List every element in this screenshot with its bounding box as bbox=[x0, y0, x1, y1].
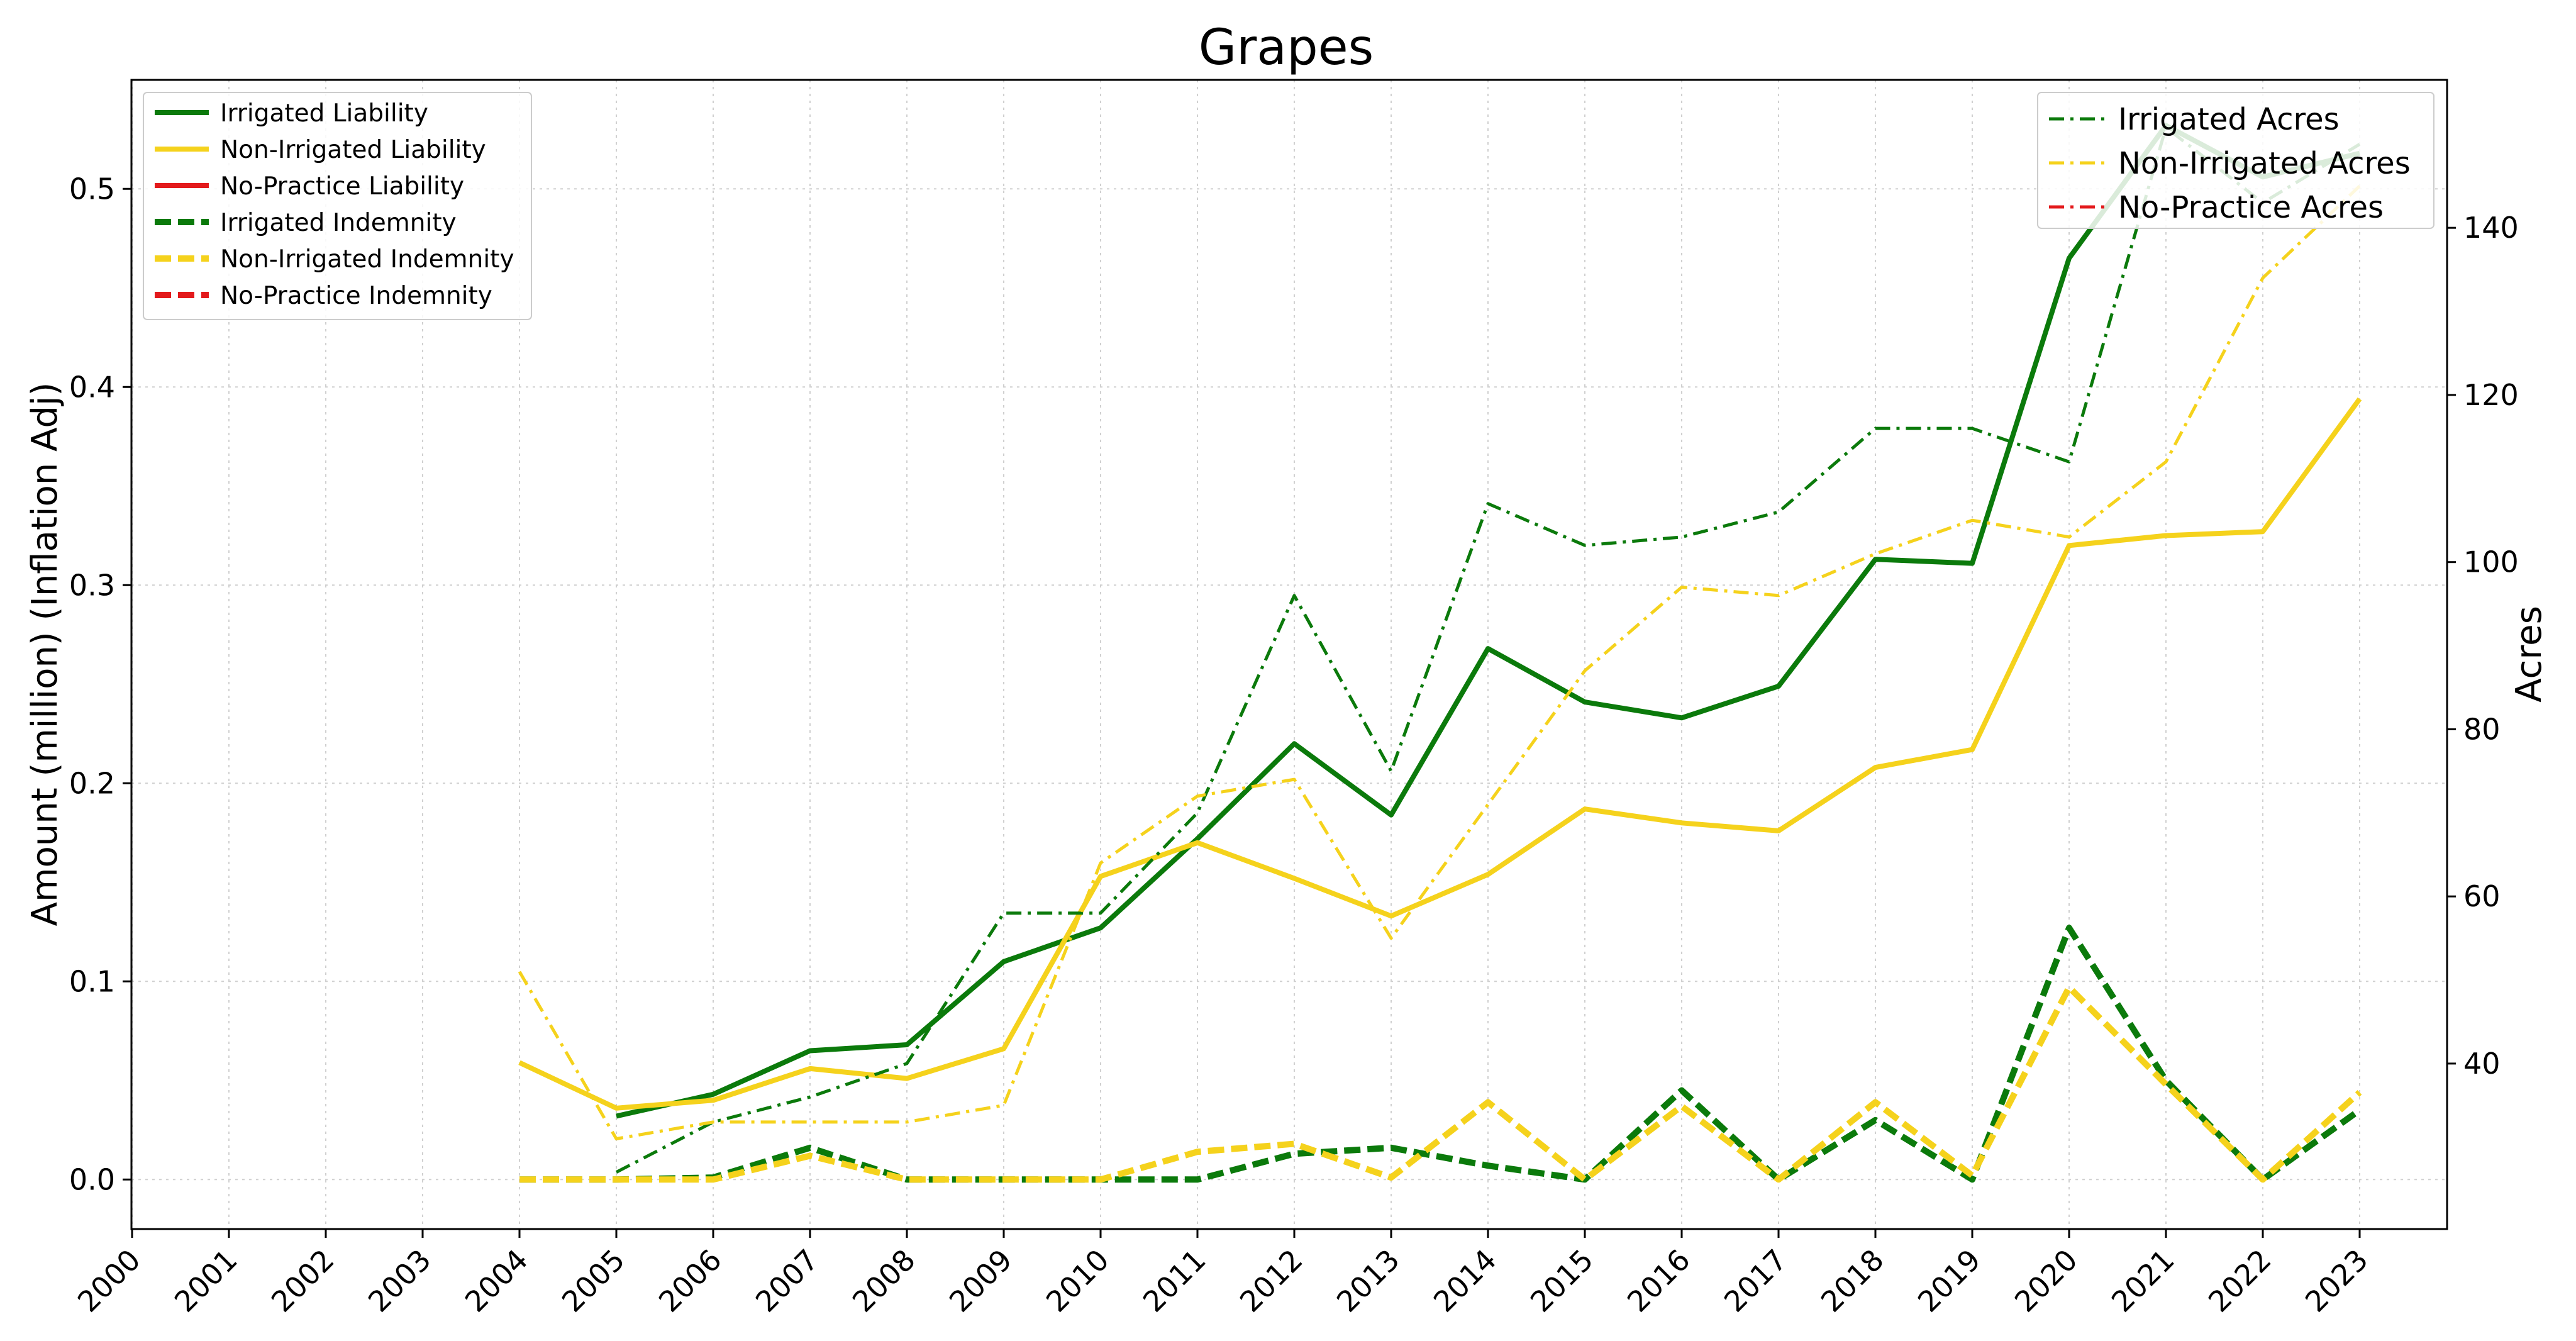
series-line-non-irrigated-acres bbox=[518, 184, 2361, 1140]
x-tick-label: 2014 bbox=[1427, 1243, 1503, 1319]
legend-label: Non-Irrigated Acres bbox=[2118, 146, 2411, 181]
x-tick-label: 2019 bbox=[1911, 1243, 1987, 1319]
x-tick-label: 2015 bbox=[1524, 1243, 1600, 1319]
y2-tick-label: 100 bbox=[2463, 545, 2519, 579]
y2-tick-label: 60 bbox=[2463, 879, 2501, 913]
legend-label: Non-Irrigated Liability bbox=[220, 136, 486, 164]
y-tick-label: 0.2 bbox=[69, 766, 115, 800]
x-tick-label: 2016 bbox=[1621, 1243, 1697, 1319]
y2-axis-label: Acres bbox=[2509, 606, 2550, 703]
y2-tick-label: 80 bbox=[2463, 712, 2501, 746]
x-tick-label: 2021 bbox=[2105, 1243, 2181, 1319]
x-tick-label: 2005 bbox=[555, 1243, 631, 1319]
x-tick-label: 2017 bbox=[1718, 1243, 1794, 1319]
series-line-non-irrigated-liability bbox=[518, 397, 2362, 1111]
legend-right: Irrigated Acres Non-Irrigated Acres No-Pra… bbox=[2037, 92, 2434, 229]
legend-label: No-Practice Liability bbox=[220, 172, 464, 201]
y2-tick-label: 120 bbox=[2463, 378, 2519, 412]
legend-left: Irrigated Liability Non-Irrigated Liabili… bbox=[143, 92, 532, 320]
series-layer bbox=[518, 123, 2362, 1183]
y-axis-right: 40 60 80 100 120 140 bbox=[2447, 211, 2519, 1081]
x-tick-label: 2010 bbox=[1040, 1243, 1116, 1319]
legend-label: No-Practice Indemnity bbox=[220, 282, 492, 310]
series-line-non-irrigated-indemnity bbox=[519, 984, 2362, 1183]
y-tick-label: 0.4 bbox=[69, 370, 115, 404]
x-tick-label: 2000 bbox=[71, 1243, 147, 1319]
x-tick-label: 2020 bbox=[2008, 1243, 2084, 1319]
x-tick-label: 2006 bbox=[652, 1243, 728, 1319]
y-axis-label: Amount (million) (Inflation Adj) bbox=[25, 382, 65, 926]
x-tick-label: 2002 bbox=[265, 1243, 341, 1319]
x-tick-label: 2011 bbox=[1136, 1243, 1213, 1319]
y-axis-left: 0.0 0.1 0.2 0.3 0.4 0.5 bbox=[69, 172, 131, 1196]
y-tick-label: 0.1 bbox=[69, 964, 115, 998]
x-tick-label: 2007 bbox=[749, 1243, 825, 1319]
x-axis: 2000 2001 2002 2003 2004 2005 2006 2007 2008 2009… bbox=[71, 1229, 2375, 1319]
x-tick-label: 2004 bbox=[458, 1243, 535, 1319]
y-tick-label: 0.3 bbox=[69, 568, 115, 602]
x-tick-label: 2018 bbox=[1814, 1243, 1890, 1319]
plot-frame bbox=[130, 79, 2448, 1230]
x-tick-label: 2003 bbox=[362, 1243, 438, 1319]
x-tick-label: 2013 bbox=[1330, 1243, 1406, 1319]
chart-title: Grapes bbox=[1199, 19, 1374, 76]
legend-label: Irrigated Indemnity bbox=[220, 209, 457, 237]
y-tick-label: 0.5 bbox=[69, 172, 115, 206]
x-tick-label: 2023 bbox=[2299, 1243, 2375, 1319]
y2-tick-label: 40 bbox=[2463, 1047, 2501, 1081]
legend-label: No-Practice Acres bbox=[2118, 190, 2384, 225]
y-tick-label: 0.0 bbox=[69, 1162, 115, 1196]
x-tick-label: 2012 bbox=[1233, 1243, 1309, 1319]
legend-label: Irrigated Acres bbox=[2118, 102, 2340, 137]
legend-box bbox=[143, 92, 532, 320]
legend-box bbox=[2037, 92, 2434, 229]
x-tick-label: 2001 bbox=[168, 1243, 244, 1319]
y2-tick-label: 140 bbox=[2463, 211, 2519, 245]
legend-label: Irrigated Liability bbox=[220, 99, 428, 128]
series-line-irrigated-indemnity bbox=[519, 925, 2362, 1183]
series-line-irrigated-liability bbox=[616, 123, 2360, 1119]
legend-label: Non-Irrigated Indemnity bbox=[220, 245, 514, 274]
x-tick-label: 2009 bbox=[943, 1243, 1019, 1319]
series-line-irrigated-acres bbox=[615, 126, 2361, 1174]
x-tick-label: 2022 bbox=[2202, 1243, 2278, 1319]
grid bbox=[131, 80, 2447, 1229]
x-tick-label: 2008 bbox=[846, 1243, 922, 1319]
